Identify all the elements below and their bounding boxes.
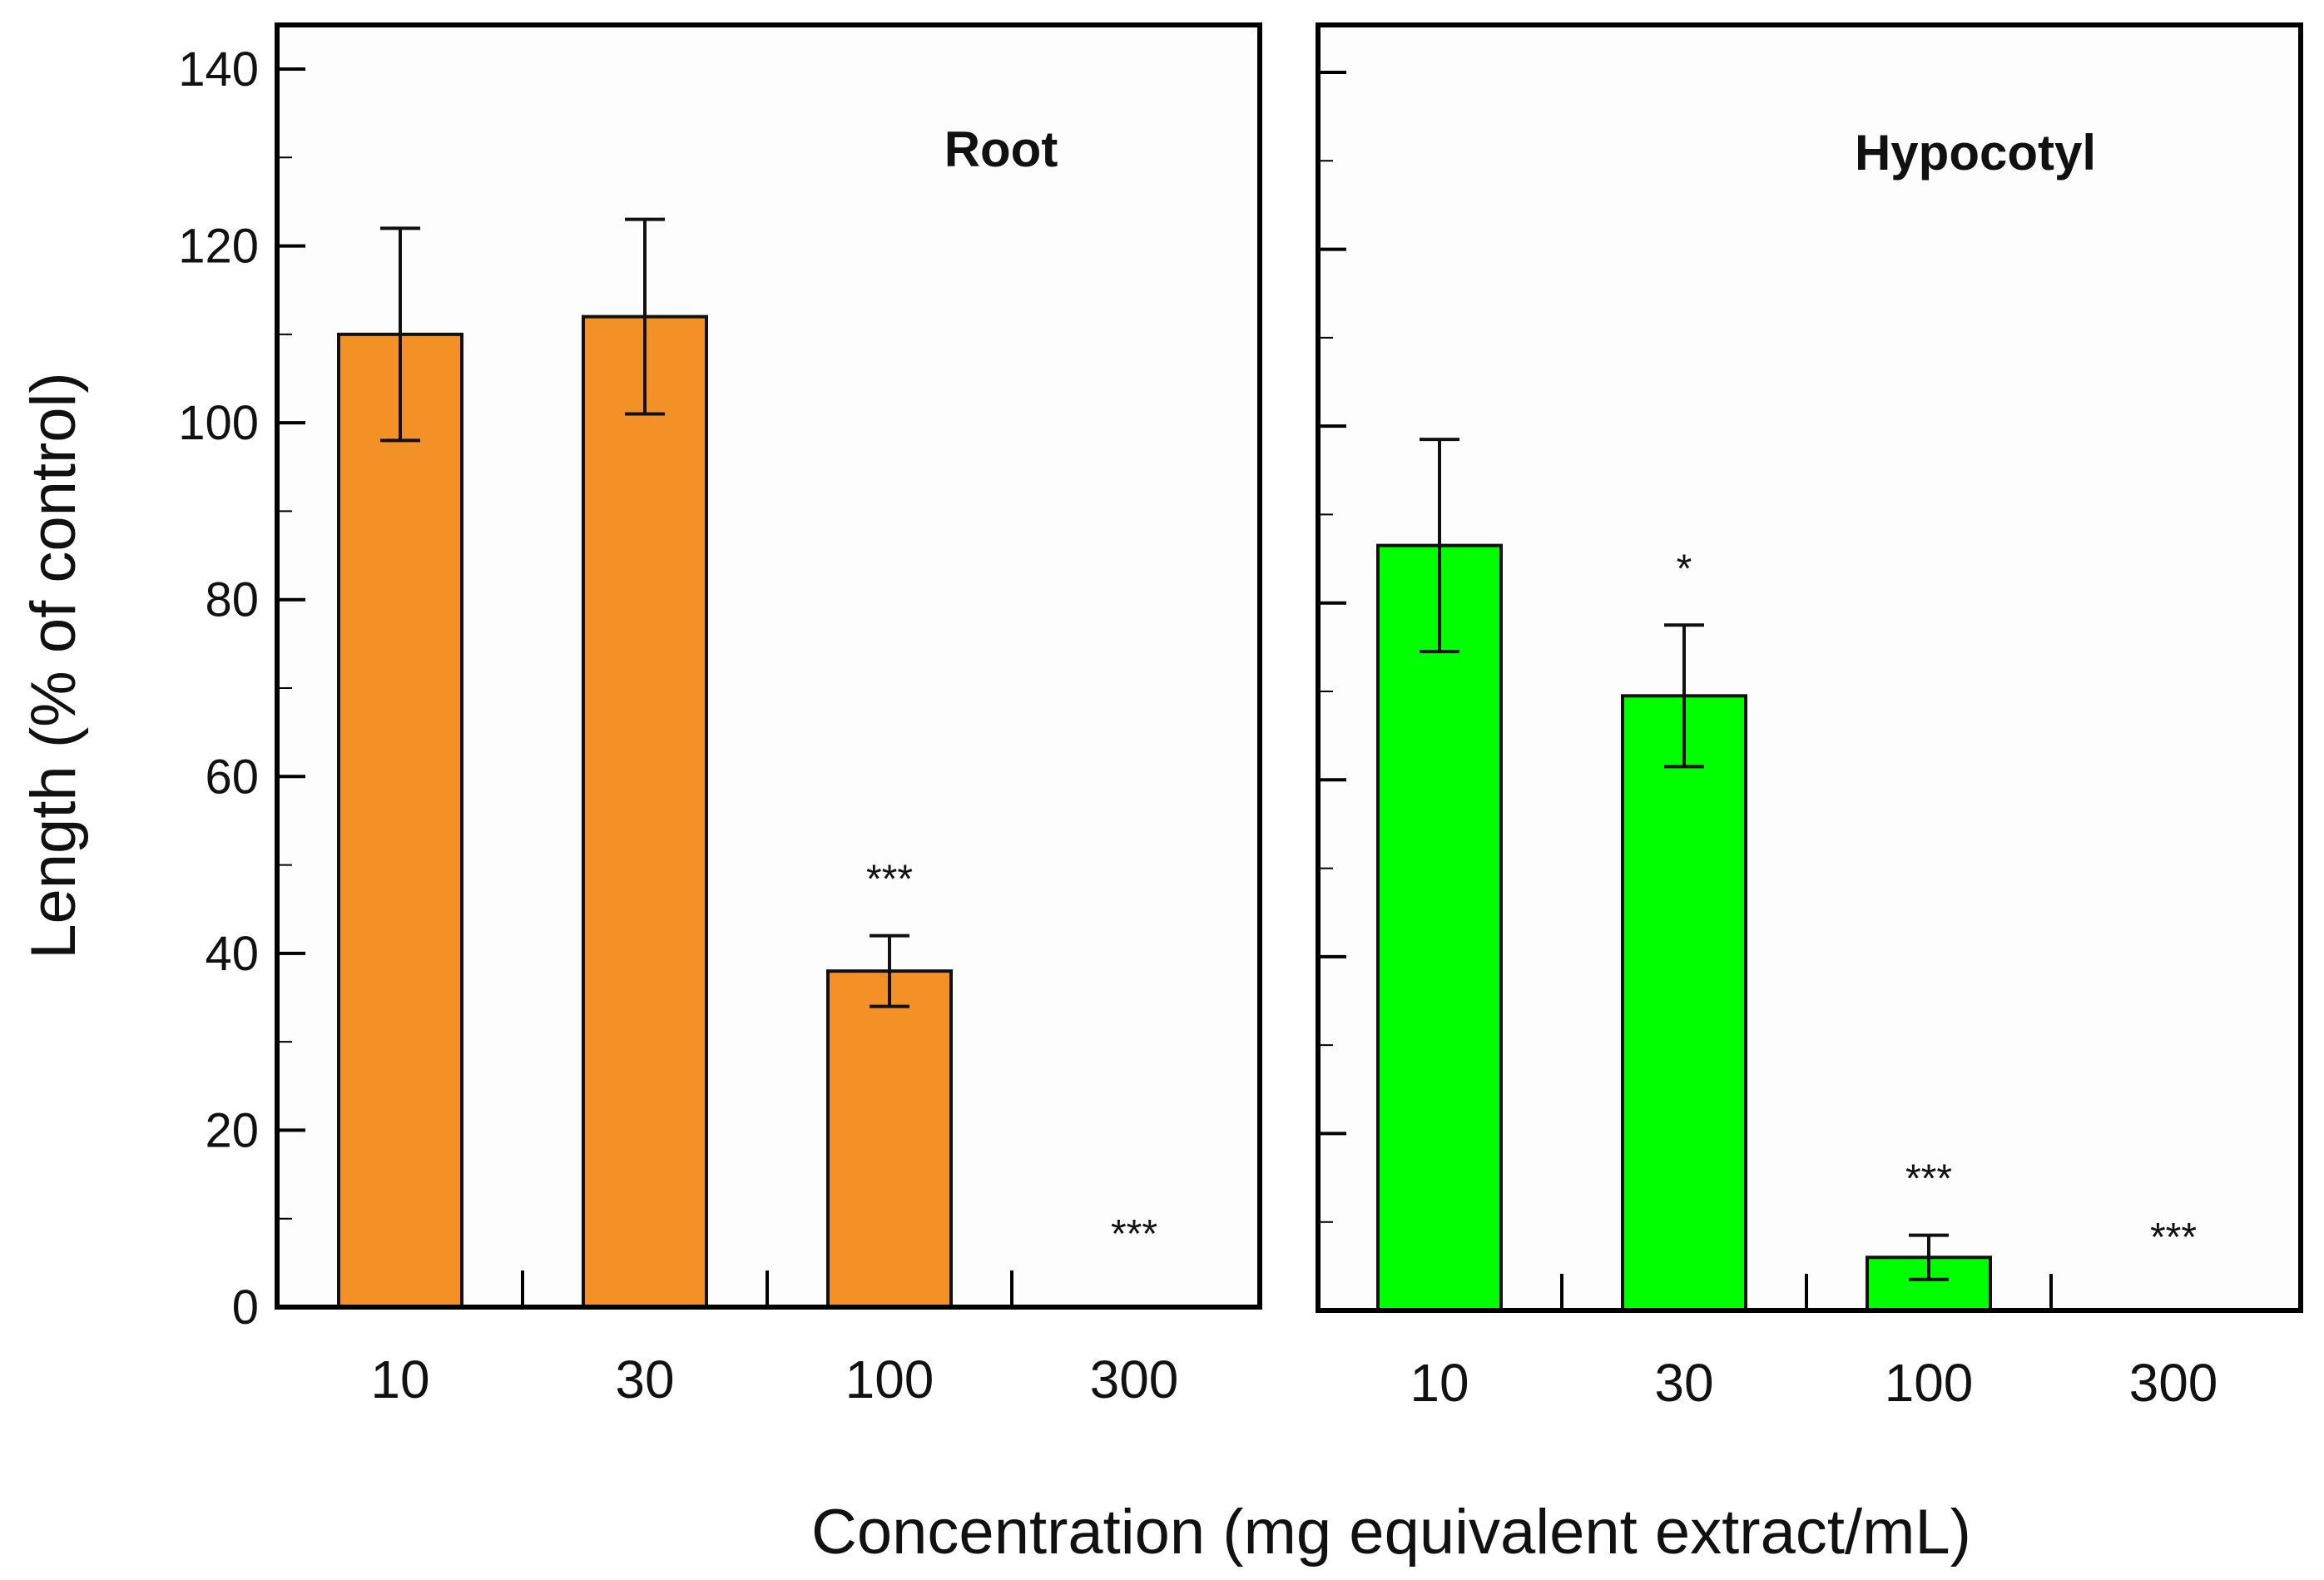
x-axis-title: Concentration (mg equivalent extract/mL) bbox=[811, 1497, 1971, 1568]
hypocotyl-x-ticks: 10 30 100 300 bbox=[1410, 1274, 2217, 1413]
root-panel-title: Root bbox=[944, 121, 1058, 177]
root-error-bar-100 bbox=[870, 934, 909, 1008]
hypocotyl-error-bar-30 bbox=[1664, 623, 1704, 769]
hypocotyl-significance-30: * bbox=[1677, 547, 1692, 591]
hypocotyl-y-ticks bbox=[1318, 71, 1346, 1312]
root-panel: *** *** 0 20 40 60 80 100 120 140 10 30 100 300 Roo… bbox=[178, 22, 1262, 1409]
root-significance-100: *** bbox=[866, 858, 913, 902]
hypocotyl-error-bars bbox=[1420, 438, 1949, 1281]
hypocotyl-bar-10 bbox=[1376, 543, 1503, 1312]
hypocotyl-x-tick-label: 10 bbox=[1410, 1353, 1469, 1413]
root-x-tick-label: 100 bbox=[845, 1350, 934, 1409]
root-bars bbox=[337, 315, 953, 1310]
root-y-tick-label: 120 bbox=[178, 220, 259, 274]
root-x-ticks: 10 30 100 300 bbox=[370, 1270, 1178, 1409]
root-bar-30 bbox=[582, 315, 708, 1310]
root-error-bar-30 bbox=[625, 217, 665, 416]
root-y-tick-label: 80 bbox=[205, 573, 259, 627]
hypocotyl-x-tick-label: 300 bbox=[2129, 1353, 2218, 1413]
root-y-ticks: 0 20 40 60 80 100 120 140 bbox=[178, 42, 305, 1335]
root-y-tick-label: 20 bbox=[205, 1103, 259, 1157]
hypocotyl-error-bar-10 bbox=[1420, 438, 1459, 654]
hypocotyl-panel: ******* 10 30 100 300 Hypocotyl bbox=[1316, 22, 2303, 1413]
root-y-tick-label: 60 bbox=[205, 750, 259, 804]
root-y-tick-label: 100 bbox=[178, 396, 259, 450]
root-bar-10 bbox=[337, 332, 463, 1309]
root-bar-100 bbox=[826, 969, 953, 1309]
hypocotyl-significance-300: *** bbox=[2150, 1216, 2197, 1260]
hypocotyl-bars bbox=[1376, 543, 1992, 1312]
y-axis-title: Length (% of control) bbox=[18, 372, 89, 959]
hypocotyl-x-tick-label: 30 bbox=[1654, 1353, 1713, 1413]
hypocotyl-bar-30 bbox=[1621, 694, 1747, 1312]
hypocotyl-plot-frame bbox=[1316, 22, 2303, 1313]
hypocotyl-panel-title: Hypocotyl bbox=[1855, 125, 2096, 181]
hypocotyl-x-tick-label: 100 bbox=[1885, 1353, 1974, 1413]
root-significance-labels: *** *** bbox=[866, 858, 1157, 1256]
hypocotyl-significance-100: *** bbox=[1905, 1157, 1952, 1201]
hypocotyl-error-bar-100 bbox=[1909, 1233, 1949, 1281]
root-x-tick-label: 10 bbox=[370, 1350, 429, 1409]
root-significance-300: *** bbox=[1111, 1212, 1157, 1256]
root-x-tick-label: 300 bbox=[1090, 1350, 1179, 1409]
root-y-tick-label: 140 bbox=[178, 42, 259, 97]
root-error-bar-10 bbox=[380, 226, 420, 443]
root-y-tick-label: 0 bbox=[232, 1280, 259, 1335]
root-error-bars bbox=[380, 217, 909, 1008]
hypocotyl-significance-labels: ******* bbox=[1677, 547, 2197, 1260]
root-y-tick-label: 40 bbox=[205, 927, 259, 981]
root-x-tick-label: 30 bbox=[615, 1350, 674, 1409]
